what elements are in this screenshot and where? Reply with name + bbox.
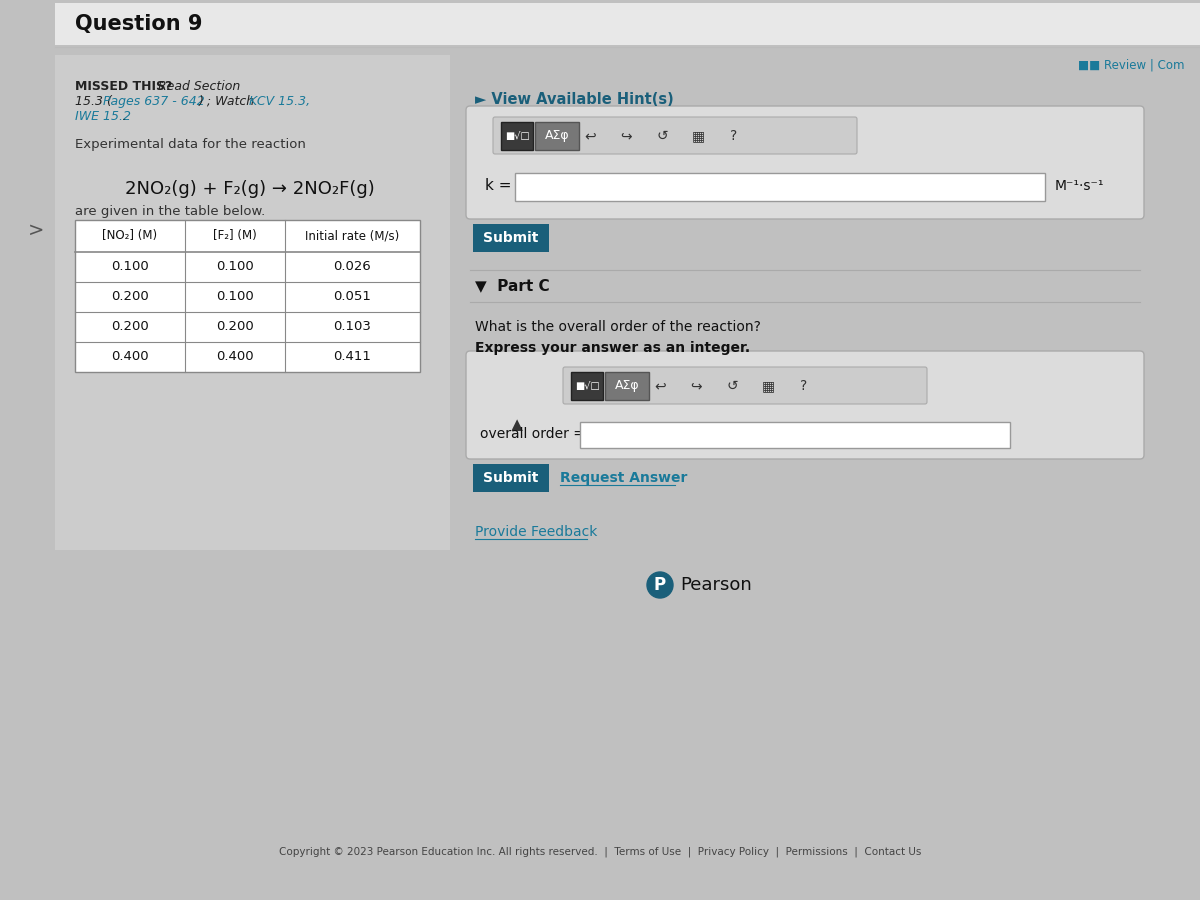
Circle shape (647, 572, 673, 598)
Text: ► View Available Hint(s): ► View Available Hint(s) (475, 93, 673, 107)
Text: Copyright © 2023 Pearson Education Inc. All rights reserved.  |  Terms of Use  |: Copyright © 2023 Pearson Education Inc. … (278, 847, 922, 857)
Text: 0.103: 0.103 (334, 320, 372, 334)
Text: ▦: ▦ (691, 129, 704, 143)
Text: Pages 637 - 642: Pages 637 - 642 (103, 95, 205, 108)
Text: 0.200: 0.200 (112, 320, 149, 334)
FancyBboxPatch shape (55, 55, 450, 550)
FancyBboxPatch shape (563, 367, 928, 404)
Text: 0.026: 0.026 (334, 260, 371, 274)
Text: 0.200: 0.200 (216, 320, 254, 334)
Text: ↺: ↺ (726, 379, 738, 393)
Text: ↪: ↪ (620, 129, 632, 143)
Bar (515, 173, 1045, 201)
Text: ■√□: ■√□ (575, 381, 599, 391)
FancyBboxPatch shape (466, 351, 1144, 459)
Text: KCV 15.3,: KCV 15.3, (250, 95, 310, 108)
Text: ) ; Watch: ) ; Watch (199, 95, 259, 108)
Text: ▶: ▶ (510, 418, 526, 430)
Text: ■■ Review | Com: ■■ Review | Com (1079, 58, 1186, 71)
Text: ↪: ↪ (690, 379, 702, 393)
Text: 0.400: 0.400 (112, 350, 149, 364)
Text: are given in the table below.: are given in the table below. (74, 205, 265, 218)
Text: 0.200: 0.200 (112, 291, 149, 303)
Text: ↺: ↺ (656, 129, 668, 143)
Text: 2NO₂(g) + F₂(g) → 2NO₂F(g): 2NO₂(g) + F₂(g) → 2NO₂F(g) (125, 180, 374, 198)
Text: Submit: Submit (484, 471, 539, 485)
Text: [NO₂] (M): [NO₂] (M) (102, 230, 157, 242)
Bar (580, 422, 1010, 448)
Text: Read Section: Read Section (154, 80, 240, 93)
Text: IWE 15.2: IWE 15.2 (74, 110, 131, 123)
Text: Express your answer as an integer.: Express your answer as an integer. (475, 341, 750, 355)
Text: 15.3 (: 15.3 ( (74, 95, 112, 108)
Text: [F₂] (M): [F₂] (M) (214, 230, 257, 242)
Text: Pearson: Pearson (680, 576, 751, 594)
Text: 0.100: 0.100 (216, 260, 254, 274)
Text: Submit: Submit (484, 231, 539, 245)
FancyBboxPatch shape (473, 224, 550, 252)
Text: ?: ? (731, 129, 738, 143)
Text: overall order =: overall order = (480, 427, 584, 441)
Text: What is the overall order of the reaction?: What is the overall order of the reactio… (475, 320, 761, 334)
FancyBboxPatch shape (473, 464, 550, 492)
FancyBboxPatch shape (55, 3, 1200, 45)
FancyBboxPatch shape (571, 372, 604, 400)
Bar (74, 220, 420, 372)
Text: Experimental data for the reaction: Experimental data for the reaction (74, 138, 306, 151)
Text: 0.100: 0.100 (216, 291, 254, 303)
Text: ΑΣφ: ΑΣφ (545, 130, 569, 142)
Text: ▦: ▦ (762, 379, 774, 393)
FancyBboxPatch shape (493, 117, 857, 154)
Text: ▼  Part C: ▼ Part C (475, 278, 550, 293)
Text: Initial rate (M/s): Initial rate (M/s) (305, 230, 400, 242)
FancyBboxPatch shape (605, 372, 649, 400)
Text: 0.400: 0.400 (216, 350, 254, 364)
Text: MISSED THIS?: MISSED THIS? (74, 80, 173, 93)
Text: Question 9: Question 9 (74, 14, 203, 34)
FancyBboxPatch shape (535, 122, 580, 150)
Text: ΑΣφ: ΑΣφ (614, 380, 640, 392)
FancyBboxPatch shape (502, 122, 533, 150)
Text: M⁻¹·s⁻¹: M⁻¹·s⁻¹ (1055, 179, 1104, 193)
Text: k =: k = (485, 178, 511, 194)
Text: 0.100: 0.100 (112, 260, 149, 274)
Text: Provide Feedback: Provide Feedback (475, 525, 598, 539)
Text: ■√□: ■√□ (505, 131, 529, 141)
Text: ↩: ↩ (654, 379, 666, 393)
Text: .: . (122, 110, 126, 123)
FancyBboxPatch shape (466, 106, 1144, 219)
Text: ↩: ↩ (584, 129, 596, 143)
Text: >: > (28, 220, 44, 239)
Text: 0.051: 0.051 (334, 291, 372, 303)
Text: P: P (654, 576, 666, 594)
Text: 0.411: 0.411 (334, 350, 372, 364)
Text: ?: ? (800, 379, 808, 393)
Text: Request Answer: Request Answer (560, 471, 688, 485)
